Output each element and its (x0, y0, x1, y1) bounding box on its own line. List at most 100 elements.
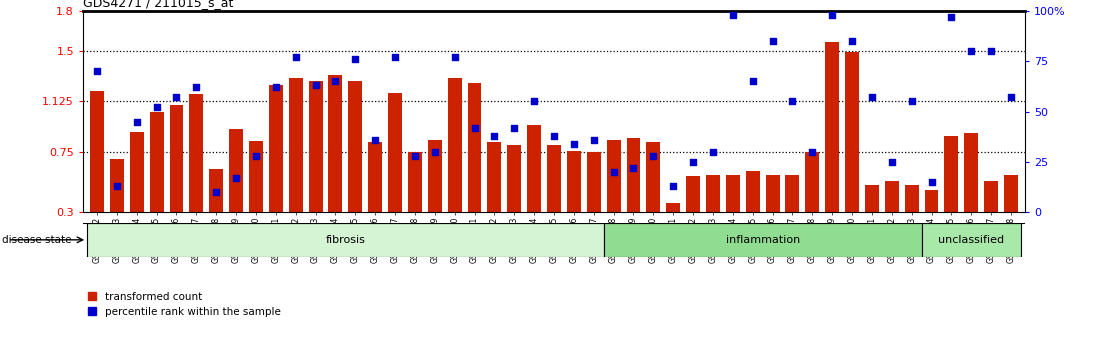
Bar (1004, 175, 1018, 212)
Bar (604, 223, 922, 257)
Bar (328, 75, 342, 212)
Point (147, 105, 165, 110)
Point (89, 68, 106, 74)
Text: disease state: disease state (2, 235, 72, 245)
Bar (865, 185, 879, 212)
Bar (626, 138, 640, 212)
Bar (408, 152, 422, 212)
Bar (984, 182, 998, 212)
Point (823, 12, 841, 17)
Bar (944, 136, 958, 212)
Bar (825, 41, 839, 212)
Point (267, 85, 285, 90)
Point (425, 149, 443, 155)
Bar (587, 152, 601, 212)
Bar (885, 182, 899, 212)
Bar (428, 140, 442, 212)
Point (704, 149, 721, 155)
Point (685, 159, 702, 165)
Point (247, 153, 265, 159)
Bar (924, 189, 938, 212)
Bar (90, 91, 104, 212)
Bar (507, 145, 521, 212)
Point (406, 153, 423, 159)
Bar (189, 94, 203, 212)
Point (545, 133, 563, 138)
Point (625, 165, 643, 171)
Point (963, 48, 981, 54)
Text: inflammation: inflammation (726, 235, 800, 245)
Bar (209, 169, 223, 212)
Point (783, 98, 801, 104)
Point (883, 159, 901, 165)
Point (445, 54, 463, 60)
Point (923, 179, 941, 185)
Bar (922, 223, 1020, 257)
Point (803, 149, 821, 155)
Point (387, 54, 404, 60)
Bar (130, 132, 144, 212)
Bar (746, 171, 760, 212)
Point (505, 125, 523, 131)
Point (903, 98, 921, 104)
Point (327, 79, 345, 84)
Bar (646, 142, 660, 212)
Bar (686, 176, 700, 212)
Point (485, 133, 503, 138)
Point (763, 38, 781, 44)
Point (843, 38, 861, 44)
Bar (766, 175, 780, 212)
Bar (388, 93, 402, 212)
Bar (905, 185, 919, 212)
Legend: transformed count, percentile rank within the sample: transformed count, percentile rank withi… (89, 292, 280, 316)
Point (525, 98, 543, 104)
Point (743, 79, 761, 84)
Point (465, 125, 483, 131)
Bar (666, 203, 680, 212)
Bar (368, 142, 382, 212)
Bar (110, 159, 124, 212)
Text: fibrosis: fibrosis (326, 235, 366, 245)
Point (983, 48, 1001, 54)
Point (724, 12, 741, 17)
Point (863, 95, 881, 100)
Point (127, 119, 145, 125)
Point (605, 169, 623, 175)
Bar (348, 81, 362, 212)
Point (565, 141, 583, 147)
Point (645, 153, 663, 159)
Point (1002, 95, 1019, 100)
Point (367, 137, 384, 143)
Bar (964, 133, 978, 212)
Bar (806, 152, 819, 212)
Bar (567, 150, 581, 212)
Point (347, 56, 365, 62)
Bar (488, 142, 501, 212)
Point (943, 14, 961, 19)
Point (167, 95, 185, 100)
Bar (706, 175, 720, 212)
Bar (468, 83, 482, 212)
Bar (527, 125, 541, 212)
Bar (289, 78, 302, 212)
Point (187, 85, 205, 90)
Bar (547, 145, 561, 212)
Bar (249, 141, 263, 212)
Bar (726, 175, 740, 212)
Point (307, 82, 325, 88)
Point (227, 175, 245, 181)
Point (107, 183, 125, 189)
Bar (269, 85, 283, 212)
Bar (150, 112, 164, 212)
Bar (607, 140, 620, 212)
Point (287, 54, 305, 60)
Text: unclassified: unclassified (938, 235, 1004, 245)
Point (665, 183, 683, 189)
Bar (309, 81, 322, 212)
Bar (845, 52, 859, 212)
Point (585, 137, 603, 143)
Bar (786, 175, 799, 212)
Bar (170, 105, 184, 212)
Bar (88, 223, 604, 257)
Bar (229, 129, 243, 212)
